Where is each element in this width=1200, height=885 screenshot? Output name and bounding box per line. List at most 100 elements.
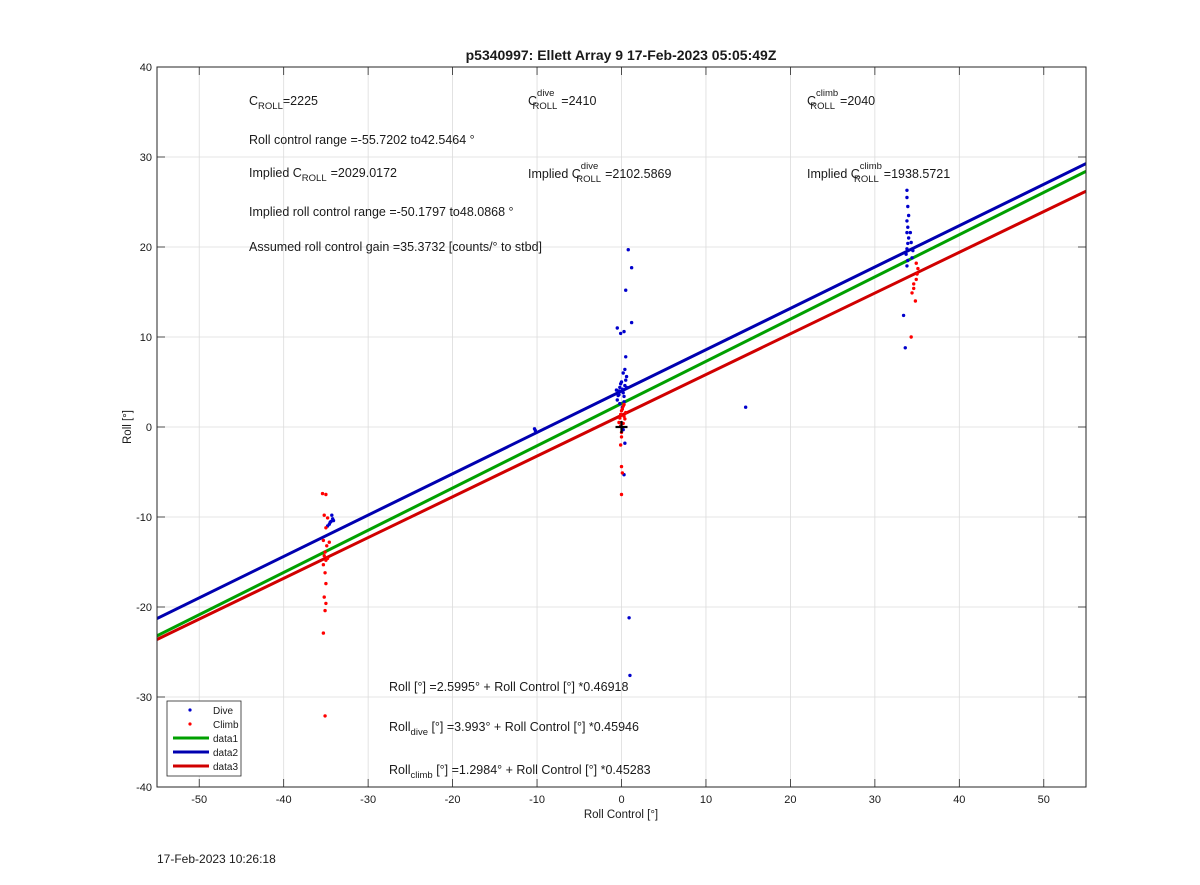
- legend-swatch-climb: [188, 722, 192, 726]
- annotation-gain: Assumed roll control gain =35.3732 [coun…: [249, 240, 542, 254]
- point-climb: [322, 554, 326, 558]
- point-dive: [626, 248, 630, 252]
- point-dive: [622, 400, 626, 404]
- point-climb: [323, 608, 327, 613]
- annotation-fit-climb: Rollclimb [°] =1.2984° + Roll Control [°…: [389, 763, 651, 781]
- point-climb: [619, 464, 624, 469]
- point-dive: [620, 387, 625, 391]
- point-dive: [906, 213, 911, 218]
- x-tick-label: 50: [1038, 794, 1050, 806]
- annotation-implied-range: Implied roll control range =-50.1797 to4…: [249, 205, 514, 219]
- x-tick-label: 20: [784, 794, 796, 806]
- point-dive: [903, 346, 907, 350]
- point-dive: [906, 204, 910, 209]
- point-dive: [621, 371, 625, 375]
- point-climb: [915, 272, 919, 276]
- y-tick-label: 10: [140, 332, 152, 344]
- point-climb: [325, 556, 330, 561]
- point-dive: [908, 230, 913, 235]
- annotation-roll-range: Roll control range =-55.7202 to42.5464 °: [249, 133, 475, 147]
- annotation-fit-all: Roll [°] =2.5995° + Roll Control [°] *0.…: [389, 680, 628, 694]
- point-dive: [618, 401, 622, 406]
- point-dive: [328, 520, 332, 525]
- point-dive: [743, 405, 748, 409]
- point-dive: [624, 378, 628, 382]
- axis-ticks: -50 -40 -30 -20 -10 0 10 20 30 40 50 -40 -30 -20 -10 0 1…: [136, 62, 1086, 806]
- point-climb: [913, 299, 918, 303]
- point-climb: [623, 417, 627, 421]
- scatter-points: [320, 188, 920, 718]
- point-climb: [912, 282, 916, 286]
- point-dive: [905, 230, 909, 235]
- origin-marker: [615, 421, 628, 433]
- point-dive: [615, 398, 619, 402]
- x-tick-label: 30: [869, 794, 881, 806]
- point-dive: [629, 320, 634, 325]
- point-climb: [619, 435, 624, 439]
- y-tick-label: 20: [140, 242, 152, 254]
- legend-label-data1: data1: [213, 734, 238, 745]
- annotation-c-roll: CROLL=2225: [249, 94, 318, 112]
- point-climb: [324, 492, 328, 497]
- point-dive: [628, 673, 632, 678]
- point-climb: [909, 335, 913, 339]
- x-tick-label: 10: [700, 794, 712, 806]
- x-tick-label: -50: [191, 794, 207, 806]
- point-climb: [912, 286, 916, 291]
- point-dive: [617, 392, 621, 397]
- point-climb: [327, 540, 331, 544]
- point-climb: [321, 563, 326, 567]
- point-dive: [624, 374, 629, 379]
- point-dive: [905, 264, 909, 268]
- legend-swatch-dive: [188, 708, 192, 712]
- point-climb: [322, 513, 326, 517]
- point-dive: [330, 513, 334, 517]
- legend-label-data3: data3: [213, 762, 238, 773]
- legend: Dive Climb data1 data2 data3: [166, 700, 242, 777]
- fit-line-data2: [157, 162, 1086, 620]
- point-dive: [910, 256, 914, 260]
- y-tick-label: 30: [140, 152, 152, 164]
- point-climb: [617, 420, 621, 425]
- point-climb: [323, 550, 327, 554]
- point-dive: [623, 367, 627, 372]
- point-dive: [624, 288, 628, 292]
- point-climb: [325, 544, 329, 548]
- annotation-implied-c-climb: Implied Cclimb ROLL =1938.5721: [807, 161, 950, 185]
- annotation-implied-c: Implied CROLL =2029.0172: [249, 166, 397, 184]
- point-dive: [331, 518, 336, 523]
- point-climb: [910, 291, 914, 295]
- y-tick-label: 40: [140, 62, 152, 74]
- point-dive: [533, 428, 538, 433]
- x-tick-label: 40: [953, 794, 965, 806]
- point-climb: [320, 491, 325, 496]
- point-dive: [624, 385, 629, 390]
- point-dive: [623, 441, 627, 445]
- x-tick-label: -20: [445, 794, 461, 806]
- point-dive: [905, 219, 909, 223]
- y-tick-label: -40: [136, 782, 152, 794]
- y-tick-label: -10: [136, 512, 152, 524]
- annotation-c-roll-climb: Cclimb ROLL =2040: [807, 88, 875, 112]
- point-climb: [619, 492, 624, 497]
- legend-label-climb: Climb: [213, 720, 239, 731]
- point-climb: [914, 277, 918, 282]
- point-dive: [614, 388, 619, 392]
- point-dive: [906, 258, 910, 263]
- point-dive: [627, 616, 631, 620]
- x-axis-label: Roll Control [°]: [584, 809, 658, 821]
- point-climb: [914, 261, 918, 265]
- point-climb: [620, 407, 625, 411]
- point-dive: [622, 394, 626, 399]
- y-axis-label: Roll [°]: [122, 410, 134, 444]
- point-climb: [322, 595, 326, 599]
- point-dive: [906, 241, 910, 246]
- point-climb: [324, 526, 328, 530]
- point-dive: [911, 248, 915, 253]
- footer-timestamp: 17-Feb-2023 10:26:18: [157, 852, 276, 866]
- point-dive: [619, 380, 624, 384]
- x-tick-label: -30: [360, 794, 376, 806]
- point-climb: [324, 601, 328, 606]
- point-climb: [618, 416, 622, 420]
